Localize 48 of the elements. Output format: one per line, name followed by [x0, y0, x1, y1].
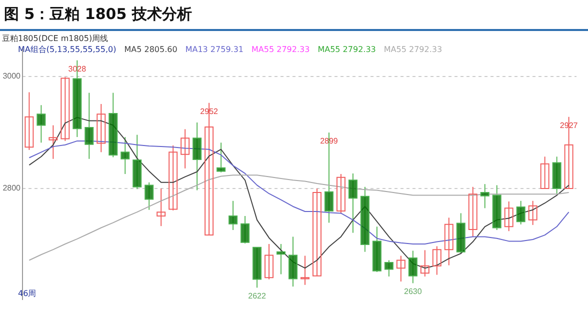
candlestick — [312, 188, 322, 276]
candlestick — [84, 92, 94, 160]
text: MA55 2792.33 — [384, 45, 442, 54]
candlestick — [240, 216, 250, 244]
candlestick — [276, 244, 286, 275]
candlestick — [444, 217, 454, 266]
candlestick — [528, 200, 538, 226]
y-tick-label: 3000 — [2, 72, 22, 80]
candlestick — [408, 250, 418, 284]
candlestick — [336, 174, 346, 214]
candlestick — [168, 144, 178, 211]
candlestick — [540, 156, 550, 190]
annotation: MA55 2792.33 — [318, 45, 376, 54]
candlestick — [180, 128, 190, 169]
candlestick — [48, 124, 58, 160]
text: MA5 2805.60 — [124, 45, 178, 54]
y-tick-label: 2800 — [2, 184, 22, 192]
candlestick — [504, 200, 514, 232]
candlestick — [384, 260, 394, 277]
line-series — [28, 174, 570, 261]
chart-subtitle: 豆粕1805(DCE m1805)周线 — [2, 33, 108, 44]
text: MA13 2759.31 — [185, 45, 244, 54]
candlestick — [300, 255, 310, 286]
candlestick — [36, 104, 46, 144]
candlestick — [468, 186, 478, 238]
annotation: 2630 — [404, 287, 422, 296]
candlestick — [264, 244, 274, 280]
candlestick — [96, 104, 106, 153]
candlestick — [144, 182, 154, 210]
candlestick — [348, 172, 358, 234]
annotation: 2622 — [248, 292, 266, 301]
candlestick — [480, 184, 490, 209]
candlestick — [420, 250, 430, 277]
candlestick — [396, 255, 406, 282]
candlestick — [60, 76, 70, 142]
annotation: MA55 2792.33 — [252, 45, 310, 54]
candlestick — [288, 236, 298, 288]
candlestick — [432, 246, 442, 276]
candlestick — [192, 122, 202, 191]
annotation: MA组合(5,13,55,55,55,0) — [18, 45, 116, 54]
candlestick — [24, 92, 34, 150]
candlestick — [516, 200, 526, 225]
annotation: 46周 — [18, 288, 36, 299]
chart-title: 图 5：豆粕 1805 技术分析 — [4, 5, 192, 24]
candlestick — [228, 200, 238, 230]
candlestick — [156, 188, 166, 227]
candlestick — [120, 136, 130, 174]
candlestick — [216, 142, 226, 173]
